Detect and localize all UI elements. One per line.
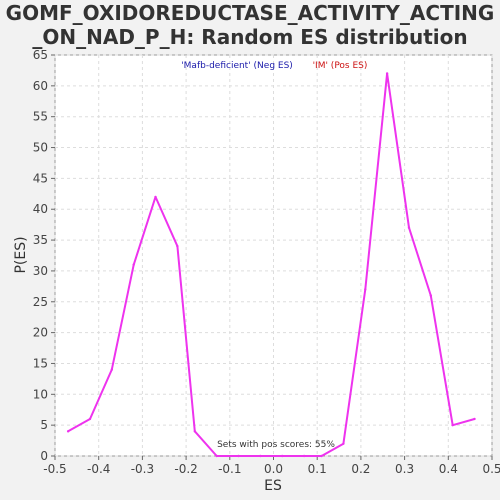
x-tick-label: 0.0 [264,462,283,476]
data-point [88,417,92,421]
legend-neg-label: 'Mafb-deficient' (Neg ES) [181,61,293,71]
y-tick-label: 65 [33,48,48,62]
y-tick-label: 40 [33,202,48,216]
y-axis-label: P(ES) [13,236,29,273]
y-tick-label: 15 [33,356,48,370]
data-point [259,454,262,458]
y-tick-label: 10 [33,387,48,401]
x-tick-label: 0.4 [439,462,458,476]
x-tick-label: -0.5 [43,462,66,476]
grid [54,54,493,457]
x-tick-label: 0.2 [351,462,370,476]
data-point [385,72,389,75]
data-point [132,263,135,266]
y-tick-label: 0 [40,449,48,463]
data-point [154,195,157,199]
data-point [215,454,218,458]
data-point [320,454,323,458]
y-tick-label: 35 [33,233,48,247]
series-layer [66,72,476,458]
data-point [237,454,240,458]
x-tick-label: -0.1 [218,462,241,476]
x-tick-label: -0.2 [174,462,197,476]
data-point [407,226,411,229]
chart-title-line-1: GOMF_OXIDOREDUCTASE_ACTIVITY_ACTING [6,1,495,25]
chart-title-line-2: _ON_NAD_P_H: Random ES distribution [32,25,467,49]
y-tick-label: 25 [33,295,48,309]
y-tick-label: 50 [33,141,48,155]
x-tick-label: 0.1 [308,462,327,476]
x-tick-label: 0.3 [395,462,414,476]
data-point [176,245,179,248]
data-point [193,430,197,433]
y-tick-label: 55 [33,110,48,124]
data-point [364,288,367,291]
data-point [342,442,345,445]
x-tick-label: -0.3 [131,462,154,476]
data-point [66,430,70,433]
data-point [451,423,454,427]
data-point [110,368,114,371]
legend-pos-label: 'IM' (Pos ES) [313,61,368,71]
data-point [302,454,306,458]
y-tick-label: 20 [33,326,48,340]
x-axis-label: ES [264,478,282,494]
y-tick-label: 45 [33,171,48,185]
data-point [429,294,433,297]
y-tick-label: 60 [33,79,48,93]
data-point [473,417,476,421]
data-point [281,454,284,458]
es-distribution-line [67,72,475,457]
pos-scores-annotation: Sets with pos scores: 55% [217,440,335,450]
x-tick-label: -0.4 [87,462,110,476]
y-tick-label: 5 [40,418,48,432]
axis-ticks: -0.5 -0.4 -0.3 -0.2 -0.1 0.0 0.1 0.2 0.3 0.4 0.5 0 5… [33,48,500,476]
x-tick-label: 0.5 [482,462,500,476]
y-tick-label: 30 [33,264,48,278]
